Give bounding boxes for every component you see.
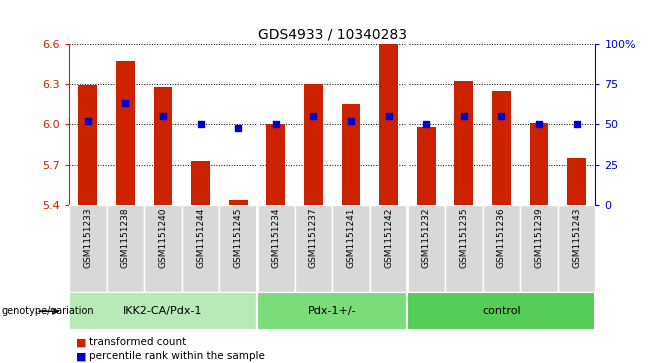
Bar bbox=[370, 205, 407, 292]
Text: ■: ■ bbox=[76, 337, 86, 347]
Bar bbox=[295, 205, 332, 292]
Text: GSM1151244: GSM1151244 bbox=[196, 208, 205, 268]
Bar bbox=[266, 125, 286, 205]
Bar bbox=[257, 292, 407, 330]
Text: GSM1151237: GSM1151237 bbox=[309, 208, 318, 268]
Text: GSM1151238: GSM1151238 bbox=[121, 208, 130, 268]
Point bbox=[195, 121, 206, 127]
Bar bbox=[379, 44, 398, 205]
Bar bbox=[154, 87, 172, 205]
Text: IKK2-CA/Pdx-1: IKK2-CA/Pdx-1 bbox=[123, 306, 203, 316]
Text: Pdx-1+/-: Pdx-1+/- bbox=[308, 306, 357, 316]
Text: GSM1151242: GSM1151242 bbox=[384, 208, 393, 268]
Bar bbox=[342, 104, 361, 205]
Bar bbox=[417, 127, 436, 205]
Text: ■: ■ bbox=[76, 351, 86, 362]
Bar bbox=[229, 200, 247, 205]
Point bbox=[346, 118, 357, 124]
Bar bbox=[530, 123, 549, 205]
Bar bbox=[107, 205, 144, 292]
Text: GSM1151236: GSM1151236 bbox=[497, 208, 506, 268]
Bar bbox=[78, 85, 97, 205]
Text: GSM1151235: GSM1151235 bbox=[459, 208, 468, 268]
Point bbox=[384, 113, 394, 119]
Text: GSM1151239: GSM1151239 bbox=[534, 208, 544, 268]
Text: GSM1151240: GSM1151240 bbox=[159, 208, 168, 268]
Point bbox=[270, 121, 281, 127]
Bar bbox=[116, 61, 135, 205]
Bar bbox=[407, 205, 445, 292]
Text: GSM1151232: GSM1151232 bbox=[422, 208, 431, 268]
Bar bbox=[483, 205, 520, 292]
Title: GDS4933 / 10340283: GDS4933 / 10340283 bbox=[258, 27, 407, 41]
Bar bbox=[332, 205, 370, 292]
Point bbox=[459, 113, 469, 119]
Bar bbox=[144, 205, 182, 292]
Bar bbox=[220, 205, 257, 292]
Bar bbox=[304, 84, 323, 205]
Bar bbox=[182, 205, 220, 292]
Point bbox=[233, 125, 243, 130]
Bar bbox=[191, 161, 210, 205]
Point bbox=[534, 121, 544, 127]
Bar bbox=[69, 292, 257, 330]
Point bbox=[571, 121, 582, 127]
Point bbox=[83, 118, 93, 124]
Bar bbox=[558, 205, 595, 292]
Text: GSM1151234: GSM1151234 bbox=[271, 208, 280, 268]
Bar bbox=[257, 205, 295, 292]
Text: GSM1151243: GSM1151243 bbox=[572, 208, 581, 268]
Point bbox=[421, 121, 432, 127]
Bar bbox=[567, 158, 586, 205]
Text: GSM1151233: GSM1151233 bbox=[84, 208, 92, 268]
Text: percentile rank within the sample: percentile rank within the sample bbox=[89, 351, 265, 362]
Bar bbox=[520, 205, 558, 292]
Point bbox=[120, 101, 131, 106]
Point bbox=[308, 113, 318, 119]
Bar bbox=[492, 91, 511, 205]
Point bbox=[158, 113, 168, 119]
Text: control: control bbox=[482, 306, 520, 316]
Point bbox=[496, 113, 507, 119]
Bar bbox=[407, 292, 595, 330]
Bar bbox=[455, 81, 473, 205]
Text: GSM1151241: GSM1151241 bbox=[347, 208, 355, 268]
Bar bbox=[69, 205, 107, 292]
Text: genotype/variation: genotype/variation bbox=[1, 306, 94, 316]
Text: transformed count: transformed count bbox=[89, 337, 186, 347]
Bar bbox=[445, 205, 483, 292]
Text: GSM1151245: GSM1151245 bbox=[234, 208, 243, 268]
